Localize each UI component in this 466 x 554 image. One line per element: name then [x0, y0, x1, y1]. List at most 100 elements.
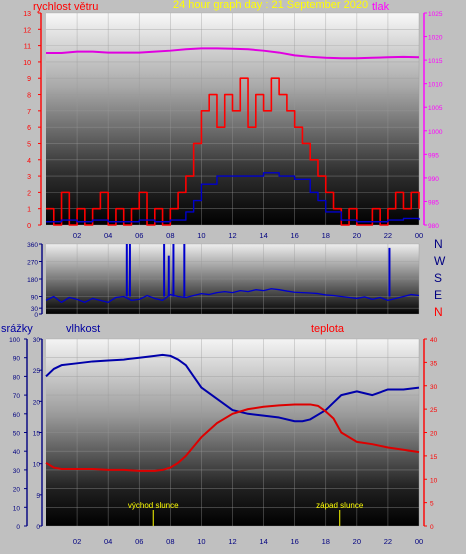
x-tick-label: 22 — [384, 537, 392, 546]
wind-speed-label: rychlost větru — [33, 1, 98, 13]
wind-speed-axis-tick-label: 4 — [27, 158, 31, 165]
x-tick-label: 00 — [415, 537, 423, 546]
x-tick-label: 16 — [290, 537, 298, 546]
wind-speed-axis-tick-label: 13 — [23, 11, 31, 18]
direction-axis-tick-label: 90 — [31, 295, 39, 302]
rain-axis-tick-label: 60 — [13, 412, 21, 419]
temperature-axis-tick-label: 5 — [430, 501, 434, 508]
x-tick-label: 20 — [353, 231, 361, 240]
wind-speed-axis-tick-label: 12 — [23, 27, 31, 34]
pressure-axis-tick-label: 1005 — [428, 105, 443, 112]
x-tick-label: 10 — [197, 537, 205, 546]
temperature-label: teplota — [311, 323, 345, 335]
wind-speed-axis-tick-label: 0 — [27, 223, 31, 230]
temperature-axis-tick-label: 20 — [430, 431, 438, 438]
rain-axis-tick-label: 50 — [13, 431, 21, 438]
humidity-axis-tick-label: 0 — [36, 524, 40, 531]
compass-n-bottom: N — [434, 305, 443, 319]
temperature-series — [45, 403, 420, 472]
x-tick-label: 04 — [104, 537, 112, 546]
humidity-series — [45, 353, 420, 423]
rain-axis-tick-label: 20 — [13, 487, 21, 494]
wind-speed-axis-tick-label: 8 — [27, 93, 31, 100]
sunset-label: západ slunce — [316, 501, 364, 510]
x-tick-label: 20 — [353, 537, 361, 546]
direction-axis-tick-label: 180 — [27, 277, 38, 284]
temperature-axis-tick-label: 25 — [430, 407, 438, 414]
x-tick-label: 12 — [228, 537, 236, 546]
pressure-label: tlak — [372, 1, 390, 13]
pressure-axis-tick-label: 1010 — [428, 82, 443, 89]
x-tick-label: 08 — [166, 231, 174, 240]
x-tick-label: 14 — [259, 231, 267, 240]
x-tick-label: 18 — [322, 231, 330, 240]
pressure-axis-tick-label: 985 — [428, 199, 439, 206]
x-tick-label: 06 — [135, 537, 143, 546]
pressure-axis-tick-label: 980 — [428, 223, 439, 230]
pressure-axis-tick-label: 1000 — [428, 129, 443, 136]
rain-axis-tick-label: 70 — [13, 393, 21, 400]
x-tick-label: 14 — [259, 537, 267, 546]
x-tick-label: 02 — [73, 537, 81, 546]
humidity-axis-tick-label: 30 — [33, 337, 41, 344]
humidity-axis-tick-label: 15 — [33, 431, 41, 438]
chart-marks: 0123456789101112139809859909951000100510… — [9, 11, 443, 546]
wind-speed-axis-tick-label: 10 — [23, 60, 31, 67]
rain-label: srážky — [1, 323, 33, 335]
wind-speed-axis-tick-label: 5 — [27, 141, 31, 148]
temperature-axis-tick-label: 35 — [430, 360, 438, 367]
x-tick-label: 02 — [73, 231, 81, 240]
rain-axis-tick-label: 100 — [9, 337, 20, 344]
rain-axis-tick-label: 90 — [13, 356, 21, 363]
temperature-axis-tick-label: 10 — [430, 477, 438, 484]
rain-axis-tick-label: 80 — [13, 374, 21, 381]
direction-axis-tick-label: 0 — [34, 312, 38, 319]
wind-speed-axis-tick-label: 9 — [27, 76, 31, 83]
pressure-axis-tick-label: 1015 — [428, 58, 443, 65]
pressure-axis-tick-label: 995 — [428, 152, 439, 159]
x-tick-label: 06 — [135, 231, 143, 240]
rain-axis-tick-label: 10 — [13, 505, 21, 512]
humidity-label: vlhkost — [66, 323, 100, 335]
humidity-axis-tick-label: 20 — [33, 399, 41, 406]
pressure-axis-tick-label: 1025 — [428, 11, 443, 18]
direction-axis-tick-label: 30 — [31, 306, 39, 313]
x-tick-label: 04 — [104, 231, 112, 240]
pressure-axis-tick-label: 1020 — [428, 35, 443, 42]
compass-n-top: N — [434, 237, 443, 251]
x-tick-label: 18 — [322, 537, 330, 546]
x-tick-label: 12 — [228, 231, 236, 240]
rain-axis-tick-label: 30 — [13, 468, 21, 475]
compass-s: S — [434, 271, 442, 285]
rain-axis-tick-label: 0 — [16, 524, 20, 531]
temperature-axis-tick-label: 0 — [430, 524, 434, 531]
wind-speed-axis-tick-label: 11 — [24, 44, 31, 51]
wind-speed-axis-tick-label: 3 — [27, 174, 31, 181]
sunrise-label: východ slunce — [128, 501, 179, 510]
x-tick-label: 00 — [415, 231, 423, 240]
direction-axis-tick-label: 360 — [27, 242, 38, 249]
wind-speed-axis-tick-label: 2 — [27, 190, 31, 197]
humidity-axis-tick-label: 10 — [33, 462, 41, 469]
compass-e: E — [434, 288, 442, 302]
humidity-axis-tick-label: 25 — [33, 368, 41, 375]
humidity-axis-tick-label: 5 — [36, 493, 40, 500]
rain-axis-tick-label: 40 — [13, 449, 21, 456]
x-tick-label: 22 — [384, 231, 392, 240]
compass-w: W — [434, 254, 446, 268]
wind-speed-axis-tick-label: 1 — [27, 207, 31, 214]
temperature-axis-tick-label: 15 — [430, 454, 438, 461]
x-tick-label: 16 — [290, 231, 298, 240]
direction-axis-tick-label: 270 — [27, 260, 38, 267]
pressure-axis-tick-label: 990 — [428, 176, 439, 183]
pressure-series — [46, 47, 420, 60]
temperature-axis-tick-label: 30 — [430, 384, 438, 391]
wind-speed-axis-tick-label: 7 — [27, 109, 31, 116]
wind-direction-series — [45, 288, 420, 303]
chart-title: 24 hour graph day : 21 September 2020 — [173, 0, 368, 11]
temperature-axis-tick-label: 40 — [430, 337, 438, 344]
wind-average-series — [46, 172, 420, 223]
wind-speed-axis-tick-label: 6 — [27, 125, 31, 132]
